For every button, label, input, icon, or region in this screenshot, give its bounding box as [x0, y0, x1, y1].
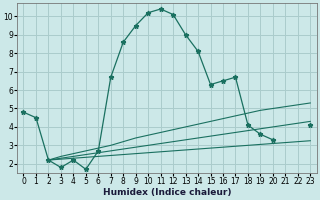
X-axis label: Humidex (Indice chaleur): Humidex (Indice chaleur): [103, 188, 231, 197]
